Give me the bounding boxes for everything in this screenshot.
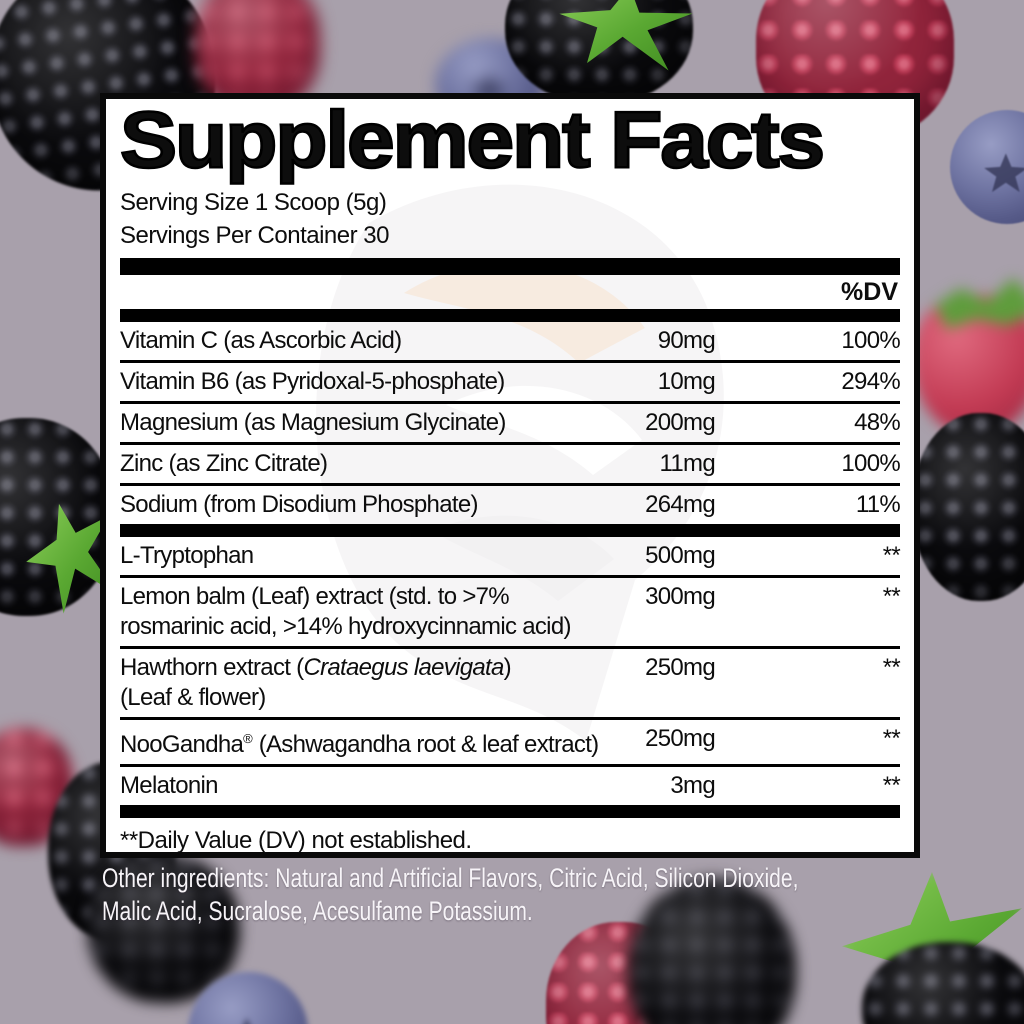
dv-value: 100% bbox=[841, 327, 900, 354]
section-divider-bar bbox=[120, 524, 900, 537]
table-row: L-Tryptophan 500mg ** bbox=[120, 537, 901, 578]
table-row: NooGandha® (Ashwagandha root & leaf extr… bbox=[120, 720, 901, 767]
section-divider-bar bbox=[120, 258, 900, 275]
table-row: Melatonin 3mg ** bbox=[120, 772, 901, 799]
amount-value: 200mg bbox=[645, 409, 716, 436]
amount-value: 250mg bbox=[645, 725, 716, 752]
other-ingredients-line2: Malic Acid, Sucralose, Acesulfame Potass… bbox=[102, 896, 533, 926]
amount-value: 500mg bbox=[645, 542, 716, 569]
dv-value: 11% bbox=[855, 491, 901, 518]
serving-size-text: Serving Size 1 Scoop (5g) bbox=[120, 189, 387, 216]
table-row: Lemon balm (Leaf) extract (std. to >7% ro… bbox=[120, 578, 901, 649]
amount-value: 250mg bbox=[645, 654, 716, 681]
blackberry-image bbox=[628, 878, 796, 1024]
table-row: Hawthorn extract (Crataegus laevigata) (L… bbox=[120, 649, 901, 720]
blackberry-image bbox=[912, 413, 1024, 601]
amount-value: 264mg bbox=[645, 491, 716, 518]
supplement-facts-panel: Supplement Facts Serving Size 1 Scoop (5… bbox=[100, 93, 920, 858]
blackberry-image bbox=[88, 855, 240, 1003]
dv-value: 100% bbox=[841, 450, 900, 477]
servings-per-container-text: Servings Per Container 30 bbox=[120, 222, 389, 249]
page-title: Supplement Facts bbox=[119, 95, 827, 184]
dv-value: ** bbox=[882, 583, 901, 610]
section-divider-bar bbox=[120, 805, 900, 818]
table-row: Zinc (as Zinc Citrate) 11mg 100% bbox=[120, 445, 901, 486]
amount-value: 300mg bbox=[645, 583, 716, 610]
other-ingredients-line1: Other ingredients: Natural and Artificia… bbox=[102, 863, 799, 893]
dv-value: ** bbox=[882, 654, 901, 681]
dv-value: 294% bbox=[841, 368, 900, 395]
dv-value: ** bbox=[882, 542, 901, 569]
dv-value: 48% bbox=[854, 409, 901, 436]
table-row: Vitamin B6 (as Pyridoxal-5-phosphate) 10m… bbox=[120, 363, 901, 404]
section-divider-bar bbox=[120, 309, 900, 322]
amount-value: 11mg bbox=[659, 450, 716, 477]
dv-value: ** bbox=[882, 725, 901, 752]
table-row: Vitamin C (as Ascorbic Acid) 90mg 100% bbox=[120, 322, 901, 363]
dv-value: ** bbox=[882, 772, 901, 799]
blueberry-image bbox=[950, 110, 1024, 224]
facts-table: Vitamin C (as Ascorbic Acid) 90mg 100% Vita… bbox=[120, 322, 901, 818]
dv-column-header: %DV bbox=[841, 278, 898, 306]
table-row: Sodium (from Disodium Phosphate) 264mg 11% bbox=[120, 491, 901, 518]
amount-value: 3mg bbox=[670, 772, 715, 799]
other-ingredients-text: Other ingredients: Natural and Artificia… bbox=[102, 862, 798, 928]
blackberry-image bbox=[0, 418, 116, 616]
dv-footnote: **Daily Value (DV) not established. bbox=[120, 827, 472, 854]
amount-value: 90mg bbox=[657, 327, 716, 354]
amount-value: 10mg bbox=[657, 368, 716, 395]
table-row: Magnesium (as Magnesium Glycinate) 200mg 4… bbox=[120, 404, 901, 445]
